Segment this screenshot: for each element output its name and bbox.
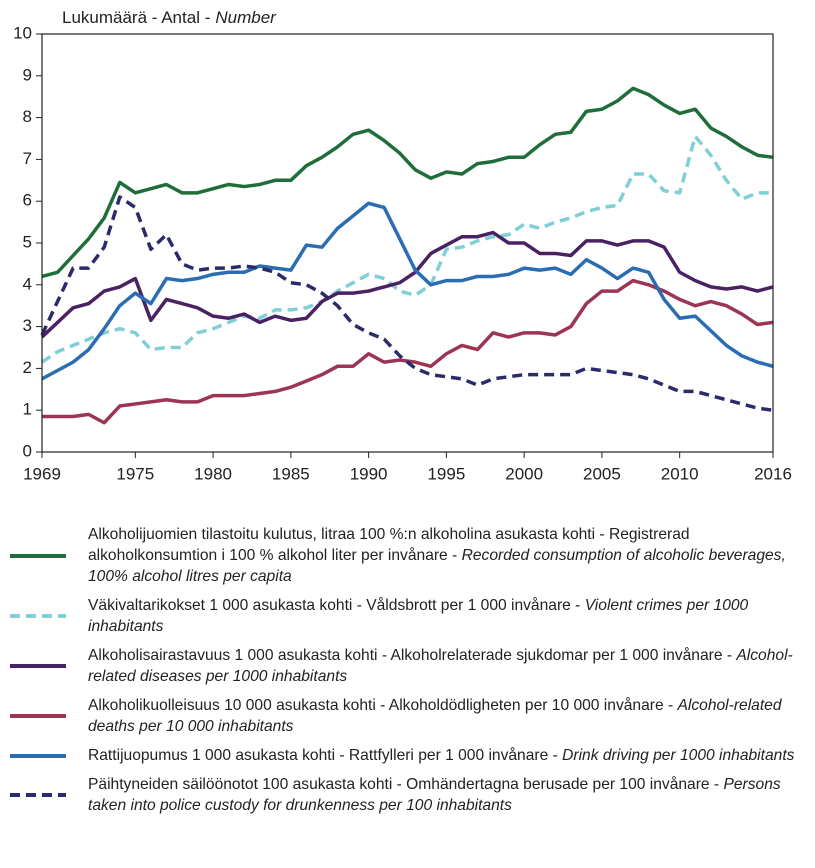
y-tick-label: 1 bbox=[23, 400, 32, 419]
x-tick-label: 2000 bbox=[505, 464, 543, 483]
legend-swatch bbox=[10, 614, 66, 618]
legend-text: Alkoholisairastavuus 1 000 asukasta koht… bbox=[88, 645, 815, 687]
legend-text: Rattijuopumus 1 000 asukasta kohti - Rat… bbox=[88, 745, 815, 766]
y-tick-label: 0 bbox=[23, 441, 32, 460]
x-tick-label: 2005 bbox=[583, 464, 621, 483]
x-tick-label: 1975 bbox=[116, 464, 154, 483]
legend-text-part: Päihtyneiden säilöönotot 100 asukasta ko… bbox=[88, 776, 720, 793]
series-line bbox=[40, 230, 774, 339]
legend-text: Alkoholikuolleisuus 10 000 asukasta koht… bbox=[88, 695, 815, 737]
series-line bbox=[41, 134, 773, 364]
legend-text-part: Väkivaltarikokset 1 000 asukasta kohti -… bbox=[88, 597, 581, 614]
plot-frame bbox=[41, 33, 774, 453]
legend: Alkoholijuomien tilastoitu kulutus, litr… bbox=[10, 524, 815, 824]
legend-entry: Alkoholikuolleisuus 10 000 asukasta koht… bbox=[10, 695, 815, 737]
legend-text-part: Alkoholisairastavuus 1 000 asukasta koht… bbox=[88, 647, 733, 664]
x-tick-label: 1969 bbox=[23, 464, 61, 483]
y-tick-label: 7 bbox=[23, 149, 32, 168]
legend-swatch bbox=[10, 553, 66, 558]
legend-text: Väkivaltarikokset 1 000 asukasta kohti -… bbox=[88, 595, 815, 637]
legend-entry: Päihtyneiden säilöönotot 100 asukasta ko… bbox=[10, 774, 815, 816]
legend-text-part: Alcohol-related deaths per 10 000 inhabi… bbox=[88, 697, 782, 735]
y-axis-label-part: Number bbox=[215, 8, 277, 27]
legend-text-part: Rattijuopumus 1 000 asukasta kohti - Rat… bbox=[88, 747, 558, 764]
y-axis-label-part: Lukumäärä - Antal - bbox=[62, 8, 210, 27]
legend-text-part: Drink driving per 1000 inhabitants bbox=[562, 747, 795, 764]
legend-swatch bbox=[10, 714, 66, 718]
y-tick-label: 5 bbox=[23, 232, 32, 251]
legend-swatch bbox=[10, 793, 66, 797]
y-tick-label: 9 bbox=[23, 65, 32, 84]
legend-text: Alkoholijuomien tilastoitu kulutus, litr… bbox=[88, 524, 815, 587]
legend-text-part: Violent crimes per 1000 inhabitants bbox=[88, 597, 749, 635]
x-tick-label: 2016 bbox=[754, 464, 792, 483]
series-line bbox=[41, 201, 774, 381]
y-tick-label: 8 bbox=[23, 107, 32, 126]
legend-entry: Alkoholijuomien tilastoitu kulutus, litr… bbox=[10, 524, 815, 587]
y-tick-label: 2 bbox=[23, 358, 32, 377]
legend-entry: Rattijuopumus 1 000 asukasta kohti - Rat… bbox=[10, 745, 815, 766]
chart: Lukumäärä - Antal - Number 0 1 2 3 4 5 6 7 8 9 10 196… bbox=[13, 8, 792, 483]
series-line bbox=[40, 195, 774, 412]
y-tick-label: 4 bbox=[23, 274, 32, 293]
series-line bbox=[41, 86, 774, 279]
legend-entry: Alkoholisairastavuus 1 000 asukasta koht… bbox=[10, 645, 815, 687]
x-tick-label: 1995 bbox=[427, 464, 465, 483]
y-tick-label: 3 bbox=[23, 316, 32, 335]
x-tick-label: 1990 bbox=[350, 464, 388, 483]
legend-text: Päihtyneiden säilöönotot 100 asukasta ko… bbox=[88, 774, 815, 816]
y-tick-label: 6 bbox=[23, 191, 32, 210]
legend-swatch bbox=[10, 664, 66, 668]
legend-entry: Väkivaltarikokset 1 000 asukasta kohti -… bbox=[10, 595, 815, 637]
x-tick-label: 2010 bbox=[661, 464, 699, 483]
legend-text-part: Recorded consumption of alcoholic bevera… bbox=[88, 547, 786, 585]
legend-text-part: Alkoholikuolleisuus 10 000 asukasta koht… bbox=[88, 697, 674, 714]
y-axis-label: Lukumäärä - Antal - Number bbox=[62, 8, 277, 27]
x-tick-label: 1985 bbox=[272, 464, 310, 483]
legend-swatch bbox=[10, 753, 66, 758]
legend-text-part: Alcohol-related diseases per 1000 inhabi… bbox=[88, 647, 793, 685]
y-tick-label: 10 bbox=[13, 23, 32, 42]
legend-text-part: Persons taken into police custody for dr… bbox=[88, 776, 781, 814]
legend-text-part: Alkoholijuomien tilastoitu kulutus, litr… bbox=[88, 526, 690, 564]
x-tick-label: 1980 bbox=[194, 464, 232, 483]
